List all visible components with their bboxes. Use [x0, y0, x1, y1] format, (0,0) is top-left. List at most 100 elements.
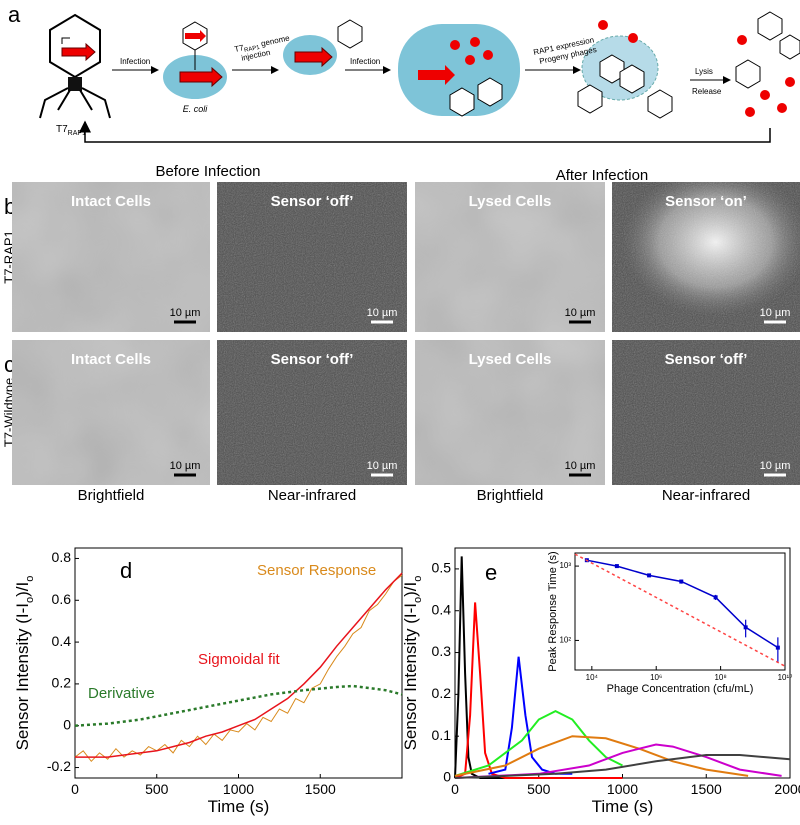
column-label: Near-infrared	[662, 487, 750, 504]
step-label: Release	[692, 87, 722, 96]
panel-letter: d	[120, 558, 132, 583]
image-label: Intact Cells	[71, 351, 151, 368]
y-axis-label-text: )/I	[13, 582, 32, 597]
y-tick-label: 0.1	[432, 727, 452, 743]
phage-subscript: RAP1	[68, 130, 86, 137]
scale-label: 10 µm	[367, 460, 398, 472]
y-axis-label-subscript: o	[24, 576, 36, 582]
micrograph-texture	[12, 182, 210, 332]
x-tick-label: 10⁴	[586, 673, 599, 682]
image-label: Sensor ‘off’	[271, 193, 354, 210]
panel-letter: a	[8, 2, 21, 27]
point	[647, 573, 652, 578]
column-label: Brightfield	[477, 487, 544, 504]
series-label: Sensor Response	[257, 562, 376, 579]
y-axis-label: Sensor Intensity (I-Io)/Io	[13, 576, 36, 751]
series-label: Sigmoidal fit	[198, 651, 281, 668]
step-label: Lysis	[695, 67, 713, 76]
schematic	[39, 11, 800, 143]
x-tick-label: 1500	[305, 781, 336, 797]
point	[679, 579, 684, 584]
series-line	[74, 574, 403, 763]
y-axis-label-subscript: o	[24, 597, 36, 603]
phage-name: T7	[56, 124, 68, 135]
series-line	[75, 572, 403, 758]
scale-label: 10 µm	[565, 307, 596, 319]
series-line	[454, 602, 623, 779]
x-tick-label: 1000	[607, 781, 638, 797]
y-axis-label-subscript: o	[412, 576, 424, 582]
x-tick-label: 10⁶	[650, 673, 662, 682]
x-axis-label: Time (s)	[208, 797, 270, 816]
scale-label: 10 µm	[170, 460, 201, 472]
point	[743, 625, 748, 630]
micrograph-texture	[415, 340, 605, 485]
micrograph-texture	[415, 182, 605, 332]
plot-frame	[574, 552, 786, 671]
column-header: Before Infection	[155, 163, 260, 180]
image-label: Sensor ‘off’	[665, 351, 748, 368]
scale-label: 10 µm	[367, 307, 398, 319]
panel-letter: c	[4, 352, 15, 377]
image-label: Sensor ‘on’	[665, 193, 747, 210]
y-axis-label-subscript: o	[412, 597, 424, 603]
y-axis-label: Sensor Intensity (I-Io)/Io	[401, 576, 424, 751]
host-label: E. coli	[183, 104, 209, 114]
y-axis-label: Peak Response Time (s)	[547, 551, 559, 671]
plot-frame	[74, 547, 403, 779]
y-tick-label: 0.2	[52, 675, 72, 691]
y-tick-label: 0.2	[432, 685, 452, 701]
x-tick-label: 0	[451, 781, 459, 797]
y-axis-label-text: )/I	[401, 582, 420, 597]
y-tick-label: 10³	[559, 561, 571, 570]
y-tick-label: 0.5	[432, 560, 452, 576]
y-axis-label-text: Sensor Intensity (I-I	[13, 603, 32, 750]
image-label: Lysed Cells	[469, 351, 552, 368]
series-line	[454, 735, 749, 777]
series-label: Derivative	[88, 685, 155, 702]
x-tick-label: 0	[71, 781, 79, 797]
x-tick-label: 10¹⁰	[778, 673, 793, 682]
step-subscript: RAP1	[244, 45, 261, 54]
scale-label: 10 µm	[170, 307, 201, 319]
series-line	[574, 553, 786, 667]
y-tick-label: 0	[443, 769, 451, 785]
point	[775, 645, 780, 650]
panel-letter: e	[485, 560, 497, 585]
micrograph-texture	[217, 340, 407, 485]
phage-label: T7RAP1	[56, 124, 86, 137]
x-tick-label: 500	[527, 781, 551, 797]
y-tick-label: 0.3	[432, 643, 452, 659]
x-tick-label: 10⁸	[714, 673, 726, 682]
y-tick-label: -0.2	[47, 758, 71, 774]
y-axis-label-text: Sensor Intensity (I-I	[401, 603, 420, 750]
y-tick-label: 0	[63, 716, 71, 732]
step-text: T7	[234, 43, 246, 54]
micrograph-texture	[612, 340, 800, 485]
column-label: Near-infrared	[268, 487, 356, 504]
image-label: Intact Cells	[71, 193, 151, 210]
step-label: Infection	[350, 57, 380, 66]
point	[614, 564, 619, 569]
series-line	[454, 709, 623, 777]
image-label: Sensor ‘off’	[271, 351, 354, 368]
x-tick-label: 1000	[223, 781, 254, 797]
x-axis-label: Time (s)	[592, 797, 654, 816]
y-tick-label: 0.8	[52, 549, 72, 565]
column-label: Brightfield	[78, 487, 145, 504]
column-header: After Infection	[556, 167, 649, 184]
series-line	[454, 754, 791, 779]
step-label: Infection	[120, 57, 150, 66]
y-tick-label: 0.4	[52, 633, 72, 649]
sensor-glow	[612, 182, 800, 332]
point	[713, 595, 718, 600]
scale-label: 10 µm	[760, 460, 791, 472]
scale-label: 10 µm	[565, 460, 596, 472]
y-tick-label: 10²	[559, 636, 571, 645]
micrograph-texture	[217, 182, 407, 332]
x-tick-label: 500	[145, 781, 169, 797]
image-label: Lysed Cells	[469, 193, 552, 210]
y-tick-label: 0.6	[52, 591, 72, 607]
series-line	[74, 684, 403, 727]
